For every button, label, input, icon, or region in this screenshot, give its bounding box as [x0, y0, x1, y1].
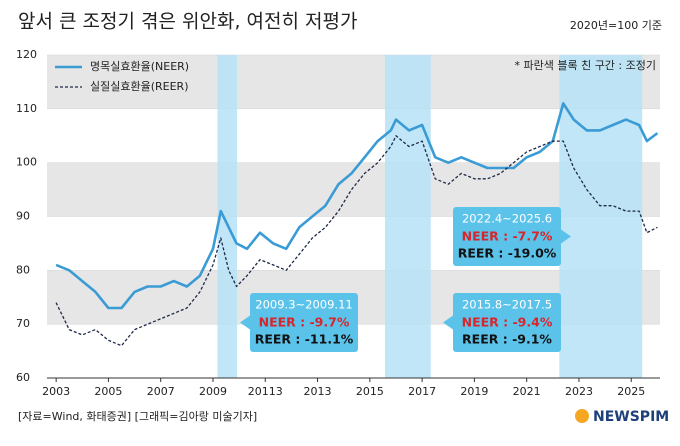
span-shade	[559, 55, 643, 378]
x-tick-label: 2025	[617, 385, 645, 398]
callout-reer: REER : -11.1%	[255, 332, 354, 347]
callout-reer: REER : -9.1%	[462, 332, 552, 347]
span-shade	[384, 55, 431, 378]
x-tick-label: 2003	[42, 385, 70, 398]
x-tick-label: 2007	[147, 385, 175, 398]
callout-box	[453, 293, 561, 352]
y-tick-label: 110	[16, 102, 37, 115]
grid-band	[47, 55, 660, 109]
legend-label: 명목실효환율(NEER)	[90, 60, 189, 73]
source: [자료=Wind, 화태증권] [그래픽=김아랑 미술기자]	[18, 410, 257, 423]
span-shade	[217, 55, 238, 378]
callout-neer: NEER : -9.4%	[462, 315, 553, 330]
x-tick-label: 20113	[248, 385, 283, 398]
callout-period: 2015.8~2017.5	[462, 298, 552, 312]
x-tick-label: 2015	[356, 385, 384, 398]
x-tick-label: 2017	[408, 385, 436, 398]
callout-pointer	[443, 315, 453, 330]
line	[55, 102, 659, 310]
x-tick-label: 2009	[199, 385, 227, 398]
x-tick-label: 2019	[460, 385, 488, 398]
callout-pointer	[561, 229, 571, 244]
y-tick-label: 120	[16, 48, 37, 61]
callout-pointer	[240, 315, 250, 330]
callout-neer: NEER : -9.7%	[259, 315, 350, 330]
x-tick-label: 2021	[513, 385, 541, 398]
callout-box	[250, 293, 358, 352]
logo: NEWSPIM	[593, 409, 669, 425]
legend-label: 실질실효환율(REER)	[90, 80, 189, 93]
x-tick-label: 2013	[304, 385, 332, 398]
line	[55, 135, 658, 347]
logo-icon	[575, 409, 589, 423]
x-tick-label: 2005	[94, 385, 122, 398]
note: * 파란색 블록 친 구간 : 조정기	[514, 59, 656, 72]
subtitle: 2020년=100 기준	[570, 19, 662, 32]
callout-period: 2022.4~2025.6	[462, 212, 552, 226]
y-tick-label: 60	[16, 371, 30, 384]
y-tick-label: 70	[16, 317, 30, 330]
callout-box	[453, 207, 561, 266]
y-tick-label: 100	[16, 156, 37, 169]
x-tick-label: 2023	[565, 385, 593, 398]
chart-title: 앞서 큰 조정기 겪은 위안화, 여전히 저평가	[18, 11, 357, 33]
y-tick-label: 90	[16, 210, 30, 223]
callout-period: 2009.3~2009.11	[255, 298, 352, 312]
y-tick-label: 80	[16, 263, 30, 276]
callout-neer: NEER : -7.7%	[462, 229, 553, 244]
callout-reer: REER : -19.0%	[458, 246, 557, 261]
